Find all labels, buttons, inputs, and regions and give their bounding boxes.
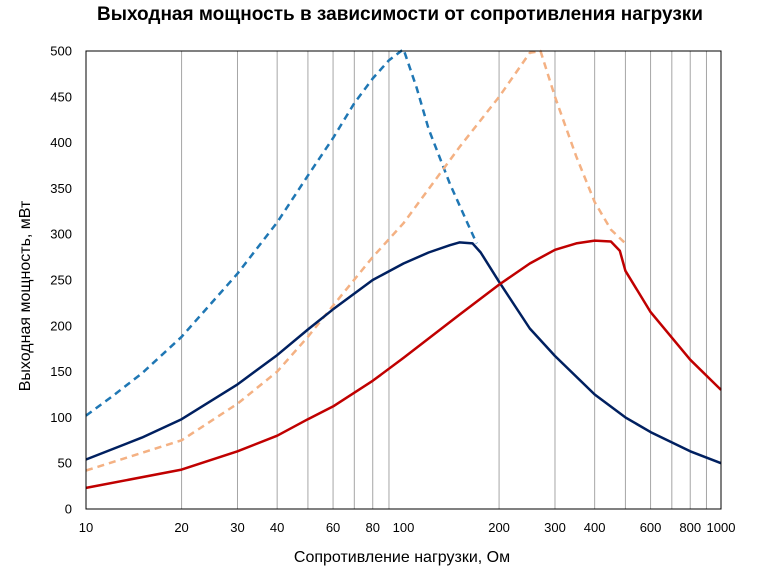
x-tick-label-40: 40: [270, 520, 284, 535]
series-line-4: [85, 239, 722, 490]
y-tick-label-350: 350: [50, 181, 72, 196]
chart-title: Выходная мощность в зависимости от сопро…: [97, 4, 703, 25]
plot-frame: [85, 50, 722, 510]
y-tick-label-500: 500: [50, 44, 72, 59]
y-tick-label-100: 100: [50, 410, 72, 425]
y-tick-label-150: 150: [50, 364, 72, 379]
y-tick-label-400: 400: [50, 135, 72, 150]
y-tick-label-200: 200: [50, 318, 72, 333]
x-tick-label-200: 200: [488, 520, 510, 535]
y-tick-labels: 0 50 100 150 200 250 300 350 400 450 500: [50, 44, 72, 517]
x-tick-label-1000: 1000: [707, 520, 736, 535]
x-axis-label: Сопротивление нагрузки, Ом: [294, 549, 510, 566]
x-tick-label-600: 600: [640, 520, 662, 535]
x-tick-label-800: 800: [679, 520, 701, 535]
grid-lines: [181, 51, 707, 509]
series-line-3: [85, 241, 722, 465]
y-tick-label-50: 50: [58, 456, 72, 471]
x-tick-label-20: 20: [174, 520, 188, 535]
x-tick-label-10: 10: [79, 520, 93, 535]
y-tick-label-250: 250: [50, 273, 72, 288]
series-line-2: [85, 49, 627, 472]
y-tick-label-450: 450: [50, 89, 72, 104]
x-tick-label-300: 300: [544, 520, 566, 535]
x-tick-label-80: 80: [365, 520, 379, 535]
series-layer: [85, 47, 722, 490]
y-tick-label-0: 0: [65, 502, 72, 517]
y-tick-label-300: 300: [50, 227, 72, 242]
x-tick-label-30: 30: [230, 520, 244, 535]
x-tick-label-60: 60: [326, 520, 340, 535]
series-line-1: [85, 47, 478, 417]
x-tick-labels: 10 20 30 40 60 80 100 200 300 400 600 800 1000: [79, 520, 736, 535]
x-tick-label-100: 100: [393, 520, 415, 535]
x-tick-label-400: 400: [584, 520, 606, 535]
y-axis-label: Выходная мощность, мВт: [17, 200, 34, 391]
